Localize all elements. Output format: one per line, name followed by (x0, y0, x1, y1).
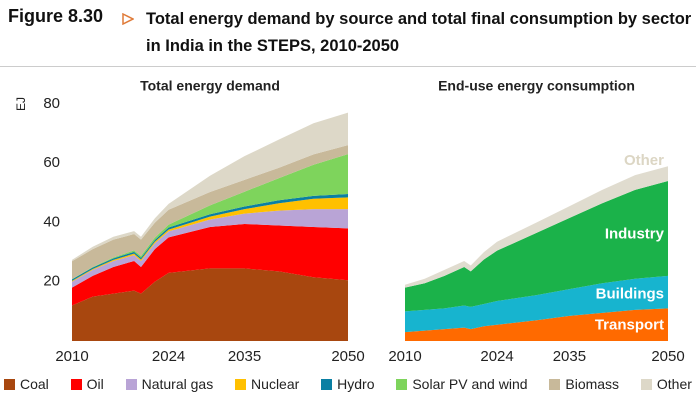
area (72, 209, 348, 288)
x-tick-label: 2010 (388, 348, 421, 365)
legend-item: Nuclear (235, 376, 299, 392)
charts: Total energy demand EJ 20 40 60 80 2010 2024 203… (14, 78, 685, 365)
legend-swatch (125, 378, 137, 390)
legend-item: Solar PV and wind (396, 376, 528, 392)
area (72, 268, 348, 341)
legend-label: Other (656, 376, 692, 392)
legend-swatch (70, 378, 82, 390)
legend-swatch (4, 378, 15, 390)
legend-label: Nuclear (251, 376, 300, 392)
legend-swatch (235, 378, 247, 390)
x-tick-label: 2035 (228, 348, 261, 365)
x-tick-label: 2050 (651, 348, 684, 365)
figure-title: Total energy demand by source and total … (146, 10, 692, 55)
area-label: Transport (595, 316, 664, 333)
area (72, 112, 348, 262)
figure-label: Figure 8.30 (8, 6, 104, 26)
y-tick-label: 80 (43, 95, 60, 112)
legend-label: Natural gas (141, 376, 214, 392)
legend-item: Other (640, 376, 692, 392)
area (405, 166, 668, 288)
legend-swatch (549, 378, 561, 390)
area (72, 194, 348, 281)
legend-item: Oil (70, 376, 104, 392)
y-tick-label: 20 (43, 273, 60, 290)
area (72, 154, 348, 280)
legend-item: Natural gas (125, 376, 214, 392)
legend-item: Hydro (321, 376, 375, 392)
area (405, 275, 668, 333)
legend-item: Coal (4, 376, 49, 392)
y-tick-label: 40 (43, 213, 60, 230)
figure-arrow (122, 13, 134, 25)
legend-label: Coal (20, 376, 49, 392)
header-rule (0, 66, 696, 67)
legend: Coal Oil Natural gas Nuclear Hydro Solar PV a… (4, 376, 692, 392)
area (405, 308, 668, 341)
area-label: Buildings (596, 285, 664, 302)
legend-item: Biomass (549, 376, 619, 392)
y-tick-label: 60 (43, 154, 60, 171)
panel-title: Total energy demand (140, 78, 280, 94)
legend-label: Biomass (565, 376, 620, 392)
area (405, 181, 668, 312)
legend-label: Hydro (337, 376, 375, 392)
legend-swatch (396, 378, 408, 390)
legend-label: Oil (86, 376, 104, 392)
area-label: Other (624, 152, 664, 169)
legend-swatch (640, 378, 652, 390)
x-tick-label: 2050 (331, 348, 364, 365)
area (72, 197, 348, 282)
x-tick-label: 2024 (152, 348, 185, 365)
area (72, 223, 348, 306)
panel-title: End-use energy consumption (438, 78, 635, 94)
area-label: Industry (605, 225, 665, 242)
legend-swatch (321, 378, 333, 390)
area (72, 145, 348, 280)
x-tick-label: 2010 (55, 348, 88, 365)
x-tick-label: 2035 (553, 348, 586, 365)
y-axis-label: EJ (14, 97, 28, 111)
x-tick-label: 2024 (480, 348, 513, 365)
legend-label: Solar PV and wind (412, 376, 528, 392)
